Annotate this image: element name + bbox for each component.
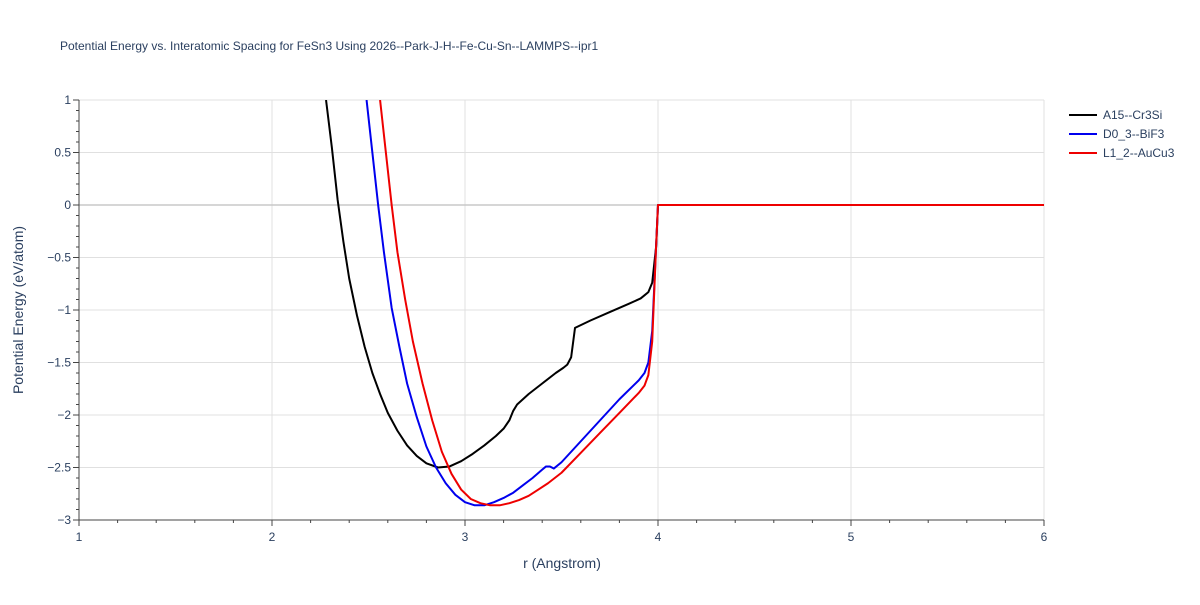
legend-item[interactable]: L1_2--AuCu3 xyxy=(1069,146,1175,160)
legend-item[interactable]: A15--Cr3Si xyxy=(1069,108,1162,122)
x-tick-label: 2 xyxy=(269,530,276,544)
x-tick-label: 4 xyxy=(655,530,662,544)
y-tick-label: 0 xyxy=(64,198,71,212)
x-tick-label: 3 xyxy=(462,530,469,544)
chart-title: Potential Energy vs. Interatomic Spacing… xyxy=(60,39,599,53)
x-tick-labels: 1 2 3 4 5 6 xyxy=(76,530,1048,544)
legend-label: D0_3--BiF3 xyxy=(1103,127,1165,141)
y-tick-label: −1.5 xyxy=(47,356,71,370)
legend-label: L1_2--AuCu3 xyxy=(1103,146,1175,160)
y-tick-label: 1 xyxy=(64,93,71,107)
y-tick-label: −0.5 xyxy=(47,251,71,265)
series-line[interactable] xyxy=(379,100,1044,507)
series-layer xyxy=(325,100,1044,507)
series-line[interactable] xyxy=(325,100,1044,469)
y-tick-label: −3 xyxy=(57,513,71,527)
grid-layer xyxy=(79,99,1045,520)
x-tick-label: 6 xyxy=(1041,530,1048,544)
legend-label: A15--Cr3Si xyxy=(1103,108,1162,122)
x-tick-label: 5 xyxy=(848,530,855,544)
legend[interactable]: A15--Cr3Si D0_3--BiF3 L1_2--AuCu3 xyxy=(1069,108,1175,160)
legend-item[interactable]: D0_3--BiF3 xyxy=(1069,127,1165,141)
axes-layer xyxy=(73,99,1045,526)
x-tick-label: 1 xyxy=(76,530,83,544)
y-tick-labels: 1 0.5 0 −0.5 −1 −1.5 −2 −2.5 −3 xyxy=(47,93,71,527)
y-axis-title: Potential Energy (eV/atom) xyxy=(10,226,26,394)
x-axis-title: r (Angstrom) xyxy=(523,555,601,571)
series-line[interactable] xyxy=(365,100,1044,507)
y-tick-label: −2.5 xyxy=(47,461,71,475)
y-tick-label: 0.5 xyxy=(54,146,71,160)
y-tick-label: −2 xyxy=(57,408,71,422)
y-tick-label: −1 xyxy=(57,303,71,317)
